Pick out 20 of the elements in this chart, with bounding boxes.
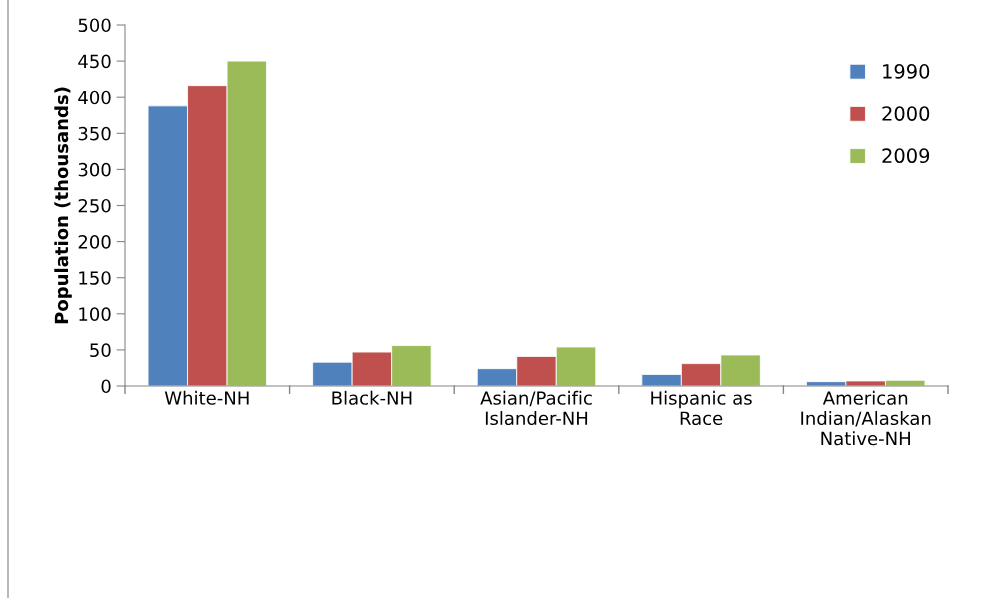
legend-label: 2009 — [882, 148, 930, 164]
y-tick-label: 250 — [78, 198, 111, 213]
x-tick-label: American Indian/Alaskan Native-NH — [801, 390, 931, 446]
x-tick-label: Black-NH — [332, 390, 412, 405]
x-tick-label: White-NH — [164, 390, 249, 405]
legend-label: 2000 — [882, 106, 930, 121]
x-tick-label: Hispanic as Race — [651, 390, 752, 426]
y-tick-label: 350 — [78, 126, 111, 141]
y-tick-label: 100 — [79, 307, 111, 321]
y-tick-label: 300 — [78, 162, 111, 177]
y-tick-label: 50 — [90, 343, 111, 358]
y-tick-label: 450 — [78, 54, 111, 69]
y-tick-label: 150 — [79, 271, 111, 285]
y-tick-label: 200 — [78, 235, 111, 249]
x-tick-label: Asian/Pacific Islander-NH — [480, 390, 592, 426]
y-tick-label: 400 — [78, 90, 111, 105]
y-tick-label: 500 — [78, 18, 111, 33]
y-tick-label: 0 — [101, 379, 111, 394]
y-axis-title: Population (thousands) — [54, 87, 72, 324]
legend-label: 1990 — [883, 64, 930, 79]
